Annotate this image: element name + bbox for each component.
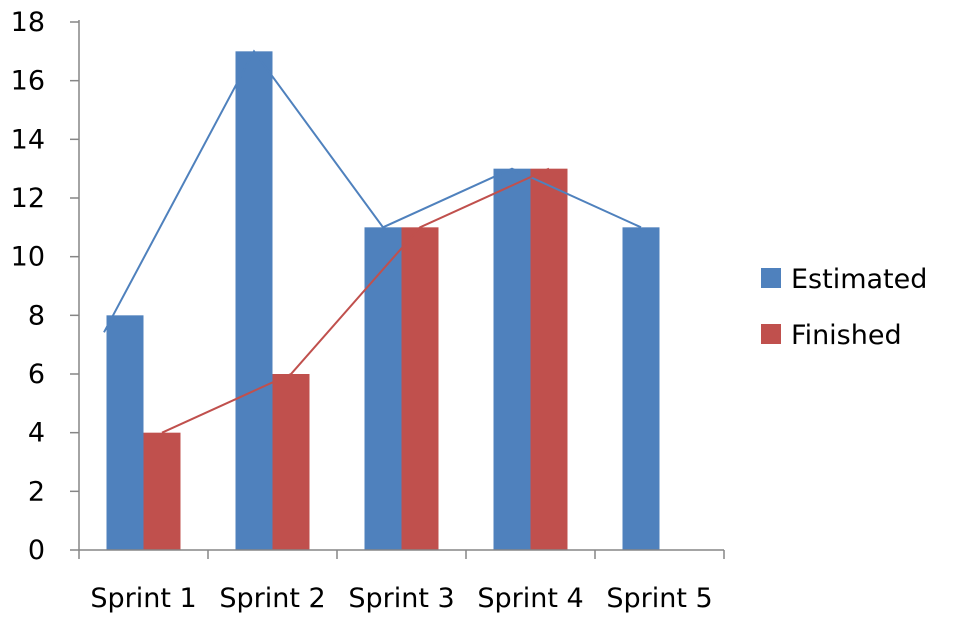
y-tick-label: 12 xyxy=(11,183,45,214)
axes: 0 2 4 6 8 10 12 14 16 18 Sprint 1 Sprint 2 Sprint 3 S… xyxy=(11,7,725,614)
legend-swatch-finished xyxy=(761,324,781,344)
x-tick-label: Sprint 1 xyxy=(90,583,196,614)
y-tick-label: 18 xyxy=(11,7,45,38)
y-tick-label: 10 xyxy=(11,242,45,273)
y-tick-label: 4 xyxy=(28,418,45,449)
bar-estimated-2 xyxy=(235,51,273,550)
x-tick-label: Sprint 3 xyxy=(348,583,454,614)
x-tick-label: Sprint 4 xyxy=(477,583,583,614)
y-tick-label: 16 xyxy=(11,66,45,97)
bar-finished-1 xyxy=(143,432,181,550)
legend-swatch-estimated xyxy=(761,268,781,288)
y-tick-label: 0 xyxy=(28,535,45,566)
y-tick-label: 2 xyxy=(28,476,45,507)
bar-finished-4 xyxy=(530,168,568,551)
bar-estimated-4 xyxy=(493,168,531,551)
legend: Estimated Finished xyxy=(761,264,927,351)
bar-finished-3 xyxy=(401,227,439,550)
legend-label-estimated: Estimated xyxy=(791,264,927,295)
trend-line-estimated xyxy=(103,49,642,333)
y-tick-label: 8 xyxy=(28,300,45,331)
trend-lines xyxy=(103,49,642,434)
x-tick-label: Sprint 2 xyxy=(219,583,325,614)
bars xyxy=(106,51,660,551)
bar-estimated-1 xyxy=(106,315,144,550)
trend-line-finished xyxy=(161,167,550,434)
bar-estimated-5 xyxy=(622,227,660,550)
bar-finished-2 xyxy=(272,374,310,550)
legend-label-finished: Finished xyxy=(791,320,902,351)
x-tick-label: Sprint 5 xyxy=(606,583,712,614)
y-tick-label: 14 xyxy=(11,124,45,155)
bar-estimated-3 xyxy=(364,227,402,550)
y-tick-label: 6 xyxy=(28,359,45,390)
